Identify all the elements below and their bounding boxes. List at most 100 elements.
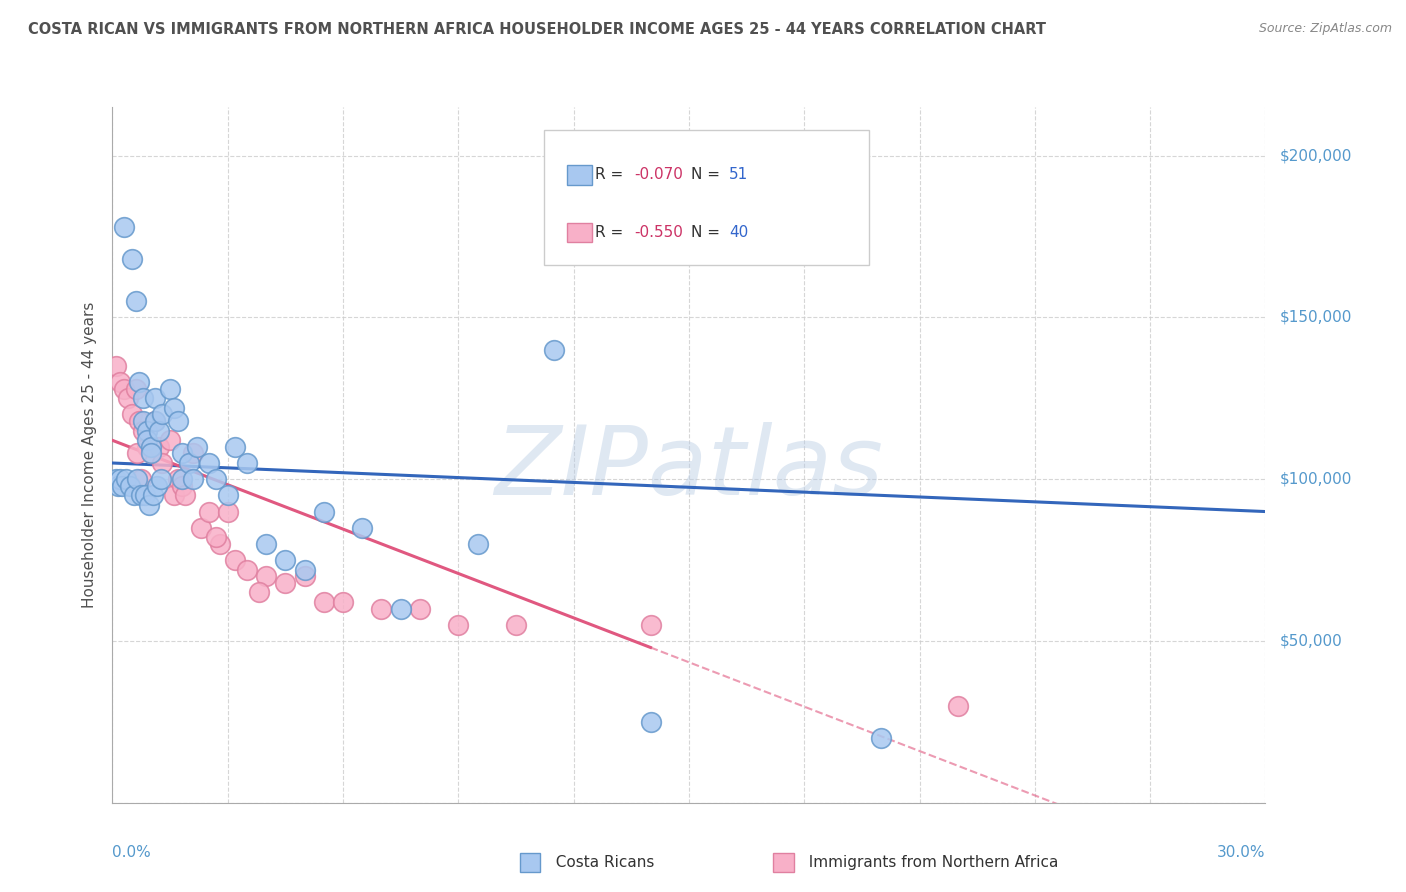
Point (136, 440, 159, 454)
Point (205, 531, 228, 545)
Point (166, 414, 188, 428)
Point (129, 488, 153, 502)
Point (409, 601, 432, 615)
Point (143, 414, 166, 428)
Point (224, 553, 246, 567)
Point (136, 424, 159, 438)
Point (181, 446, 204, 460)
Point (197, 504, 219, 518)
Point (115, 472, 138, 486)
Point (294, 563, 316, 577)
Point (179, 456, 201, 470)
Point (254, 569, 277, 583)
Text: $200,000: $200,000 (1279, 148, 1351, 163)
Point (139, 446, 162, 460)
Point (870, 731, 893, 745)
Text: 30.0%: 30.0% (1218, 845, 1265, 860)
Text: N =: N = (690, 225, 724, 240)
Point (312, 504, 335, 518)
Point (946, 698, 969, 713)
Point (108, 375, 131, 389)
Point (447, 617, 470, 632)
Point (143, 392, 166, 406)
Text: $50,000: $50,000 (1279, 633, 1343, 648)
Point (640, 617, 662, 632)
Point (139, 446, 162, 460)
Point (132, 414, 155, 428)
Point (159, 382, 181, 396)
Point (217, 504, 239, 518)
Point (129, 472, 153, 486)
Text: N =: N = (690, 168, 724, 183)
Point (294, 569, 316, 583)
Point (312, 595, 335, 609)
Text: R =: R = (595, 168, 628, 183)
Point (170, 478, 193, 492)
Point (197, 456, 219, 470)
Point (205, 472, 228, 486)
Point (105, 472, 128, 486)
Point (152, 456, 174, 470)
Point (112, 219, 135, 234)
Y-axis label: Householder Income Ages 25 - 44 years: Householder Income Ages 25 - 44 years (82, 301, 97, 608)
Point (139, 440, 162, 454)
Point (132, 392, 155, 406)
Point (186, 440, 208, 454)
Point (145, 478, 167, 492)
Text: 0.0%: 0.0% (112, 845, 152, 860)
Point (166, 472, 188, 486)
Point (254, 537, 277, 551)
Text: 51: 51 (728, 168, 748, 183)
Point (128, 375, 150, 389)
Point (127, 472, 149, 486)
Point (136, 434, 159, 448)
Point (121, 408, 143, 422)
Point (112, 382, 135, 396)
Point (118, 478, 141, 492)
Point (370, 601, 392, 615)
Point (190, 521, 212, 535)
Text: 40: 40 (728, 225, 748, 240)
Point (132, 424, 155, 438)
Text: COSTA RICAN VS IMMIGRANTS FROM NORTHERN AFRICA HOUSEHOLDER INCOME AGES 25 - 44 Y: COSTA RICAN VS IMMIGRANTS FROM NORTHERN … (28, 22, 1046, 37)
Point (467, 537, 489, 551)
Point (122, 488, 145, 502)
Text: ZIPatlas: ZIPatlas (495, 422, 883, 516)
Text: Source: ZipAtlas.com: Source: ZipAtlas.com (1258, 22, 1392, 36)
Text: $100,000: $100,000 (1279, 472, 1351, 487)
Point (247, 585, 270, 599)
Text: Immigrants from Northern Africa: Immigrants from Northern Africa (799, 855, 1057, 870)
Point (217, 488, 239, 502)
Point (143, 414, 166, 428)
Point (124, 382, 146, 396)
Point (148, 424, 170, 438)
Text: $150,000: $150,000 (1279, 310, 1351, 325)
Point (163, 488, 186, 502)
Point (117, 392, 139, 406)
Point (174, 488, 197, 502)
Point (138, 498, 160, 512)
Point (124, 294, 146, 309)
Point (389, 601, 412, 615)
Point (152, 408, 174, 422)
Point (108, 472, 131, 486)
Point (105, 359, 128, 373)
Point (163, 401, 186, 415)
Point (505, 617, 527, 632)
Point (181, 472, 204, 486)
Point (224, 440, 246, 454)
Point (121, 252, 143, 267)
Text: Costa Ricans: Costa Ricans (546, 855, 654, 870)
Point (170, 472, 193, 486)
Point (236, 456, 259, 470)
Point (236, 563, 259, 577)
Point (352, 521, 374, 535)
Text: -0.070: -0.070 (634, 168, 683, 183)
Point (111, 478, 134, 492)
Point (332, 595, 354, 609)
Point (142, 488, 165, 502)
Point (170, 446, 193, 460)
Point (209, 537, 232, 551)
Point (543, 343, 565, 357)
Text: -0.550: -0.550 (634, 225, 683, 240)
